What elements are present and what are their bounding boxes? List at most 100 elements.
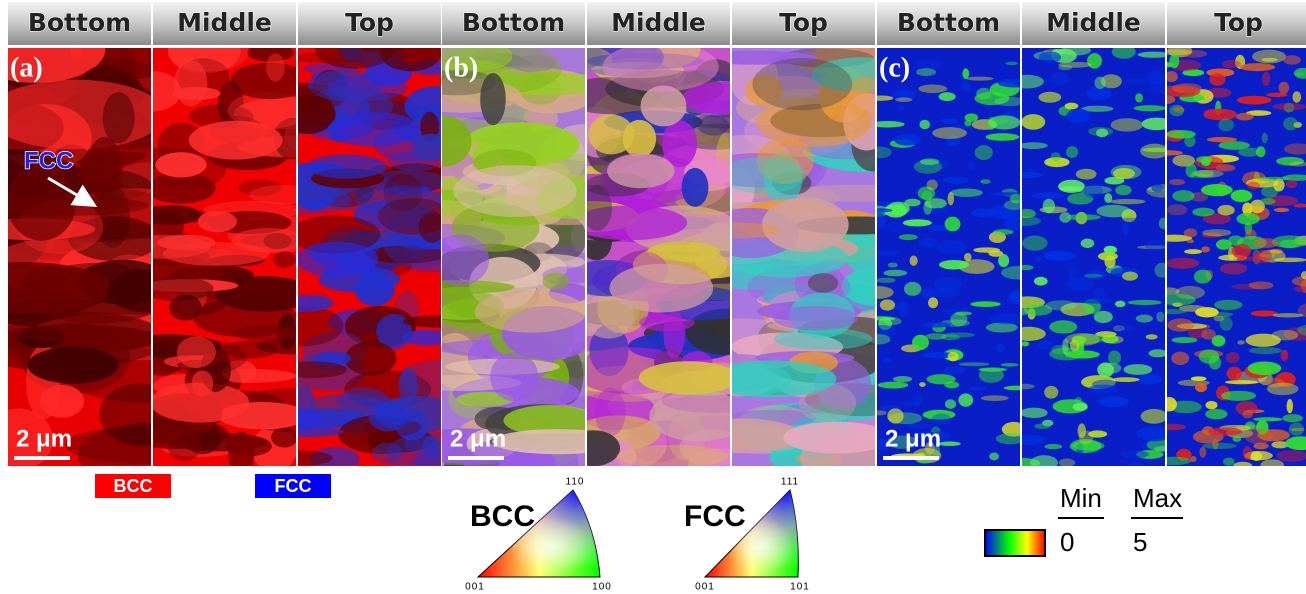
grain: [490, 352, 538, 401]
grain: [1001, 363, 1019, 367]
grain: [939, 92, 956, 101]
grain: [1187, 239, 1194, 243]
grain: [221, 341, 278, 359]
grain: [1262, 133, 1268, 144]
column-header: Middle: [1046, 8, 1141, 37]
grain: [1202, 443, 1237, 449]
panel-label: (a): [10, 52, 43, 83]
grain: [1248, 362, 1282, 376]
micrograph: [1156, 44, 1306, 471]
column-header: Bottom: [897, 8, 1000, 37]
grain: [1080, 299, 1112, 304]
column-header: Middle: [611, 8, 706, 37]
grain: [961, 79, 970, 92]
grain: [773, 306, 858, 330]
grain: [919, 382, 926, 387]
grain: [1261, 58, 1277, 62]
grain: [986, 133, 1020, 141]
grain: [1104, 193, 1112, 203]
scale-bar-label: 2 μm: [885, 425, 941, 452]
grain: [1045, 300, 1077, 310]
grain: [1255, 250, 1272, 263]
ipf-corner: 110: [566, 477, 585, 488]
grain: [926, 374, 955, 384]
scale-bar-label: 2 μm: [16, 425, 72, 452]
grain: [1203, 109, 1226, 114]
grain: [973, 247, 1000, 252]
grain: [1043, 199, 1055, 214]
grain: [266, 53, 285, 81]
grain: [979, 368, 1004, 383]
grain: [989, 452, 999, 460]
grain: [192, 370, 213, 397]
grain: [1072, 403, 1087, 411]
grain: [542, 272, 569, 289]
grain: [1236, 113, 1254, 121]
grain: [994, 119, 1008, 124]
grain: [1225, 380, 1258, 384]
grain: [1172, 190, 1194, 202]
grain: [1034, 423, 1050, 428]
grain: [1044, 444, 1062, 449]
grain: [1240, 63, 1276, 71]
grain: [233, 228, 304, 252]
grain: [1217, 205, 1234, 216]
grain: [307, 154, 387, 178]
grain: [1243, 446, 1253, 460]
grain: [1253, 238, 1278, 248]
grain: [1208, 427, 1242, 435]
grain: [1096, 128, 1108, 137]
grain: [1242, 410, 1253, 418]
grain: [1227, 367, 1242, 381]
grain: [904, 282, 921, 296]
grain: [639, 361, 738, 394]
grain: [927, 180, 938, 191]
grain: [883, 270, 907, 277]
grain: [1184, 249, 1202, 254]
grain: [1065, 103, 1079, 110]
grain: [1111, 118, 1143, 131]
grain: [1166, 258, 1200, 269]
panel: BottomMiddleTop(b)2 μm: [389, 2, 935, 491]
grain: [1137, 374, 1163, 385]
grain: [1152, 184, 1164, 193]
grain: [1249, 347, 1282, 354]
grain: [1172, 83, 1202, 93]
grain: [1115, 185, 1131, 195]
grain: [1146, 71, 1165, 84]
grain: [103, 92, 135, 143]
grain: [898, 106, 904, 112]
grain: [1261, 459, 1284, 471]
grain: [1135, 93, 1143, 102]
grain: [1190, 456, 1196, 462]
ipf-corner: 111: [781, 477, 799, 488]
grain: [1036, 256, 1042, 261]
panel: BottomMiddleTop(a)2 μmFCC: [0, 2, 483, 484]
grain: [1246, 334, 1281, 347]
grain: [174, 60, 207, 106]
figure: BottomMiddleTop(a)2 μmFCCBottomMiddleTop…: [0, 0, 1306, 594]
legend-label: BCC: [114, 476, 153, 496]
grain: [1127, 300, 1161, 305]
grain: [1021, 341, 1029, 346]
grain: [1289, 423, 1304, 436]
grain: [948, 352, 959, 362]
panels: BottomMiddleTop(a)2 μmFCCBottomMiddleTop…: [0, 2, 1306, 491]
grain: [925, 333, 946, 339]
grain: [1027, 168, 1033, 174]
grain: [1129, 462, 1143, 468]
grain: [1096, 205, 1130, 218]
grain: [475, 290, 587, 332]
grain: [945, 399, 956, 409]
grain: [328, 112, 420, 147]
grain: [888, 262, 898, 267]
grain: [1167, 318, 1193, 331]
grain: [1283, 117, 1297, 130]
grain: [943, 366, 967, 374]
grain: [774, 328, 872, 350]
grain: [1044, 251, 1076, 261]
ipf-corner: 100: [592, 582, 612, 593]
grain: [1021, 114, 1045, 130]
grain: [228, 432, 254, 477]
grain: [930, 208, 947, 214]
